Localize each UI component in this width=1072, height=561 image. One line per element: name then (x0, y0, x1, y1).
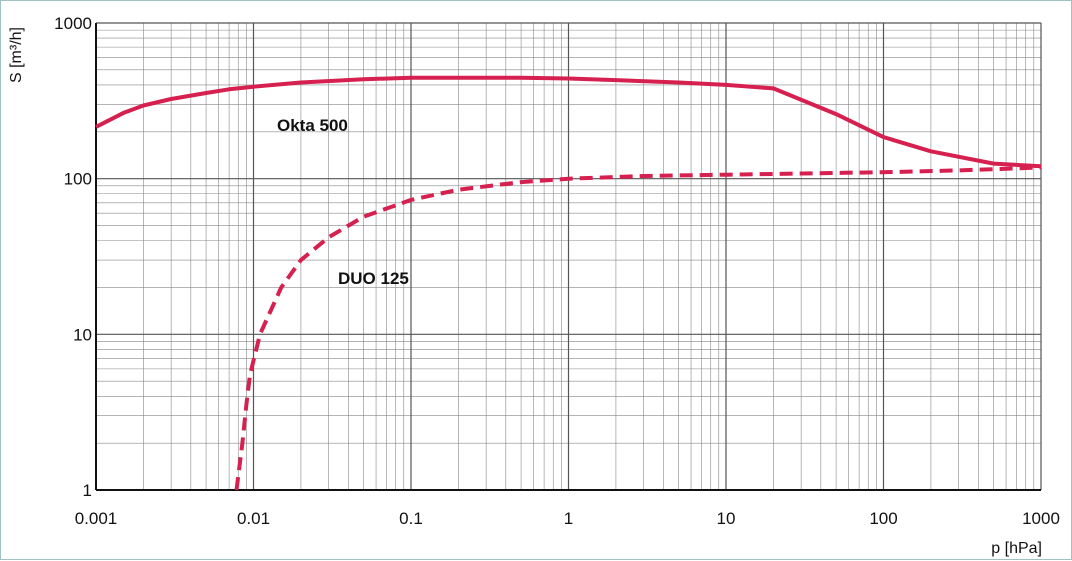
x-tick-label: 1000 (1022, 509, 1060, 528)
axes (95, 23, 1041, 491)
y-tick-label: 100 (64, 170, 92, 189)
y-tick-label: 1 (83, 481, 92, 500)
x-axis-label: p [hPa] (991, 540, 1042, 557)
major-gridlines (95, 22, 1042, 491)
x-tick-label: 0.01 (237, 509, 270, 528)
x-tick-label: 10 (717, 509, 736, 528)
x-tick-label: 100 (869, 509, 897, 528)
series-label-duo-125: DUO 125 (338, 269, 409, 288)
x-tick-labels: 0.001 0.01 0.1 1 10 100 1000 (75, 509, 1060, 528)
x-tick-label: 0.1 (399, 509, 423, 528)
series-lines (95, 75, 1042, 491)
y-tick-label: 1000 (54, 14, 92, 33)
series-label-okta-500: Okta 500 (277, 116, 348, 135)
y-axis-label: S [m³/h] (8, 27, 25, 83)
x-tick-label: 0.001 (75, 509, 118, 528)
y-tick-label: 10 (73, 325, 92, 344)
series-line-okta-500 (95, 75, 1042, 169)
x-tick-label: 1 (564, 509, 573, 528)
series-line-duo-125 (234, 165, 1042, 491)
y-tick-labels: 1 10 100 1000 (54, 14, 92, 500)
